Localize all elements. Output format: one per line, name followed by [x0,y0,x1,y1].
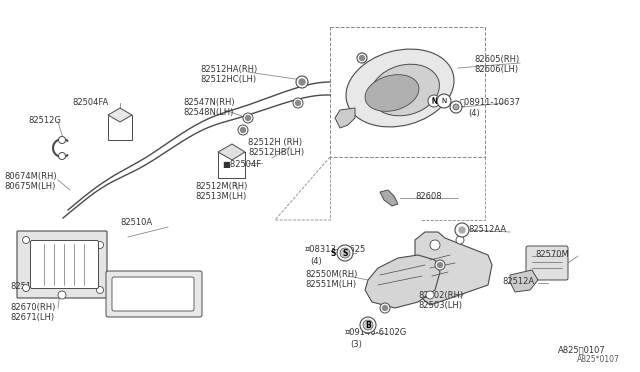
Text: 82605(RH)
82606(LH): 82605(RH) 82606(LH) [474,55,519,74]
Circle shape [459,227,465,233]
Circle shape [97,286,104,294]
Text: 82570M: 82570M [535,250,569,259]
Text: A825⁥0107: A825⁥0107 [558,345,605,354]
Text: S: S [342,248,348,257]
Circle shape [357,53,367,63]
Circle shape [456,236,464,244]
Polygon shape [218,144,245,160]
Circle shape [58,153,65,160]
Text: 82670(RH)
82671(LH): 82670(RH) 82671(LH) [10,303,56,323]
Text: B: B [365,321,371,330]
Circle shape [380,303,390,313]
Circle shape [340,248,350,258]
Text: (3): (3) [350,340,362,349]
FancyBboxPatch shape [17,231,107,298]
Circle shape [428,95,440,107]
Circle shape [426,291,434,299]
Text: 80674M(RH)
80675M(LH): 80674M(RH) 80675M(LH) [4,172,56,192]
Circle shape [296,100,301,106]
Polygon shape [108,115,132,140]
Text: 82504FA: 82504FA [72,98,108,107]
Circle shape [238,125,248,135]
Circle shape [360,317,376,333]
FancyBboxPatch shape [31,241,99,289]
Text: 82608: 82608 [415,192,442,201]
FancyBboxPatch shape [112,277,194,311]
Ellipse shape [346,49,454,127]
Circle shape [58,291,66,299]
Circle shape [241,128,246,132]
Circle shape [430,240,440,250]
Circle shape [363,320,373,330]
Circle shape [22,237,29,244]
Ellipse shape [371,64,440,116]
FancyBboxPatch shape [106,271,202,317]
Polygon shape [510,270,538,292]
Text: ■82504F: ■82504F [222,160,261,169]
Text: 82512A: 82512A [502,277,534,286]
Circle shape [293,98,303,108]
Circle shape [243,113,253,123]
Circle shape [299,79,305,85]
Text: 82512AA: 82512AA [468,225,506,234]
Bar [330,27,485,157]
Text: 82512H (RH)
82512HB(LH): 82512H (RH) 82512HB(LH) [248,138,304,157]
Circle shape [435,260,445,270]
Text: (4): (4) [310,257,322,266]
Text: ⓝ08911-10637: ⓝ08911-10637 [460,97,521,106]
Circle shape [246,115,250,121]
Polygon shape [335,108,355,128]
FancyBboxPatch shape [526,246,568,280]
Text: N: N [431,96,437,106]
Polygon shape [415,232,492,305]
Text: 82550M(RH)
82551M(LH): 82550M(RH) 82551M(LH) [305,270,357,289]
Circle shape [438,263,442,267]
Text: ¤09146-6102G: ¤09146-6102G [345,328,407,337]
Circle shape [455,223,469,237]
Polygon shape [108,108,132,122]
Text: 82510A: 82510A [120,218,152,227]
Circle shape [437,94,451,108]
Text: 82512M(RH)
82513M(LH): 82512M(RH) 82513M(LH) [195,182,248,201]
Polygon shape [218,152,245,178]
Polygon shape [380,190,398,206]
Text: (4): (4) [468,109,480,118]
Circle shape [337,245,353,261]
Circle shape [296,76,308,88]
Circle shape [453,104,459,110]
Circle shape [450,101,462,113]
Text: N: N [431,98,436,104]
Text: 82673(RH)
82674(LH): 82673(RH) 82674(LH) [128,293,173,312]
Circle shape [22,285,29,292]
Circle shape [58,137,65,144]
Text: S: S [330,248,336,257]
Text: 82512G: 82512G [28,116,61,125]
Polygon shape [365,255,440,308]
Text: A825*0107: A825*0107 [577,355,620,364]
Text: 82510AA: 82510AA [10,282,48,291]
Text: 82547N(RH)
82548N(LH): 82547N(RH) 82548N(LH) [183,98,235,118]
Text: 82502(RH)
82503(LH): 82502(RH) 82503(LH) [418,291,463,310]
Circle shape [360,55,365,61]
Text: ¤08313-41625: ¤08313-41625 [305,245,366,254]
Text: N: N [442,98,447,104]
Circle shape [383,305,387,311]
Ellipse shape [365,75,419,111]
Circle shape [97,241,104,248]
Text: 82512HA(RH)
82512HC(LH): 82512HA(RH) 82512HC(LH) [200,65,257,84]
